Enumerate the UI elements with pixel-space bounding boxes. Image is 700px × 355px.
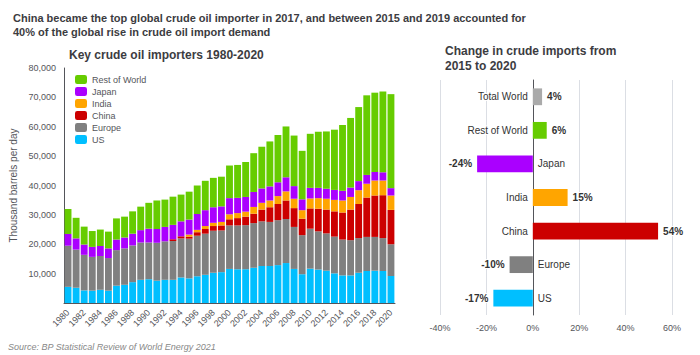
- svg-text:1988: 1988: [115, 307, 136, 328]
- svg-text:Key crude oil importers 1980-2: Key crude oil importers 1980-2020: [69, 48, 264, 62]
- svg-text:Japan: Japan: [92, 87, 117, 97]
- svg-text:1986: 1986: [99, 307, 120, 328]
- svg-text:50,000: 50,000: [28, 151, 56, 161]
- svg-text:2008: 2008: [276, 307, 297, 328]
- svg-text:2020: 2020: [373, 307, 394, 328]
- svg-text:1982: 1982: [67, 307, 88, 328]
- svg-text:2016: 2016: [341, 307, 362, 328]
- svg-text:80,000: 80,000: [28, 63, 56, 73]
- svg-text:2018: 2018: [357, 307, 378, 328]
- svg-text:40%: 40%: [617, 323, 635, 333]
- svg-text:Thousand barrels per day: Thousand barrels per day: [8, 129, 19, 243]
- svg-text:Europe: Europe: [538, 259, 571, 270]
- svg-text:60%: 60%: [663, 323, 681, 333]
- svg-text:2012: 2012: [309, 307, 330, 328]
- svg-text:India: India: [92, 99, 112, 109]
- svg-text:0%: 0%: [526, 323, 539, 333]
- svg-text:US: US: [538, 293, 552, 304]
- svg-text:-24%: -24%: [449, 158, 472, 169]
- svg-text:2006: 2006: [260, 307, 281, 328]
- svg-text:China: China: [92, 111, 116, 121]
- svg-text:Change in crude imports from: Change in crude imports from: [445, 44, 616, 58]
- svg-text:2014: 2014: [325, 307, 346, 328]
- svg-text:70,000: 70,000: [28, 92, 56, 102]
- svg-text:Total World: Total World: [478, 91, 528, 102]
- svg-text:-20%: -20%: [476, 323, 497, 333]
- svg-text:2002: 2002: [228, 307, 249, 328]
- svg-text:1994: 1994: [163, 307, 184, 328]
- svg-text:1980: 1980: [50, 307, 71, 328]
- svg-text:1990: 1990: [131, 307, 152, 328]
- svg-text:54%: 54%: [663, 226, 683, 237]
- svg-text:4%: 4%: [547, 91, 562, 102]
- svg-text:-10%: -10%: [481, 259, 504, 270]
- svg-text:China: China: [502, 226, 529, 237]
- svg-text:2004: 2004: [244, 307, 265, 328]
- svg-text:China became the top global cr: China became the top global crude oil im…: [13, 12, 527, 24]
- svg-text:15%: 15%: [573, 192, 593, 203]
- svg-text:2000: 2000: [212, 307, 233, 328]
- svg-text:1996: 1996: [180, 307, 201, 328]
- svg-text:2015 to 2020: 2015 to 2020: [445, 59, 517, 73]
- svg-text:10,000: 10,000: [28, 269, 56, 279]
- svg-text:40% of the global rise in crud: 40% of the global rise in crude oil impo…: [13, 26, 270, 38]
- svg-text:US: US: [92, 135, 105, 145]
- svg-text:-17%: -17%: [465, 293, 488, 304]
- svg-text:20%: 20%: [570, 323, 588, 333]
- svg-text:1992: 1992: [147, 307, 168, 328]
- svg-text:6%: 6%: [552, 125, 567, 136]
- svg-text:1984: 1984: [83, 307, 104, 328]
- svg-text:Rest of World: Rest of World: [92, 75, 146, 85]
- svg-text:Rest of World: Rest of World: [467, 125, 527, 136]
- svg-text:30,000: 30,000: [28, 210, 56, 220]
- svg-text:Japan: Japan: [538, 158, 565, 169]
- svg-text:40,000: 40,000: [28, 181, 56, 191]
- svg-text:2010: 2010: [293, 307, 314, 328]
- svg-text:1998: 1998: [196, 307, 217, 328]
- svg-text:-40%: -40%: [429, 323, 450, 333]
- svg-text:60,000: 60,000: [28, 122, 56, 132]
- svg-text:Source: BP Statistical Review: Source: BP Statistical Review of World E…: [8, 342, 216, 352]
- svg-text:20,000: 20,000: [28, 239, 56, 249]
- svg-text:Europe: Europe: [92, 123, 121, 133]
- svg-text:India: India: [506, 192, 528, 203]
